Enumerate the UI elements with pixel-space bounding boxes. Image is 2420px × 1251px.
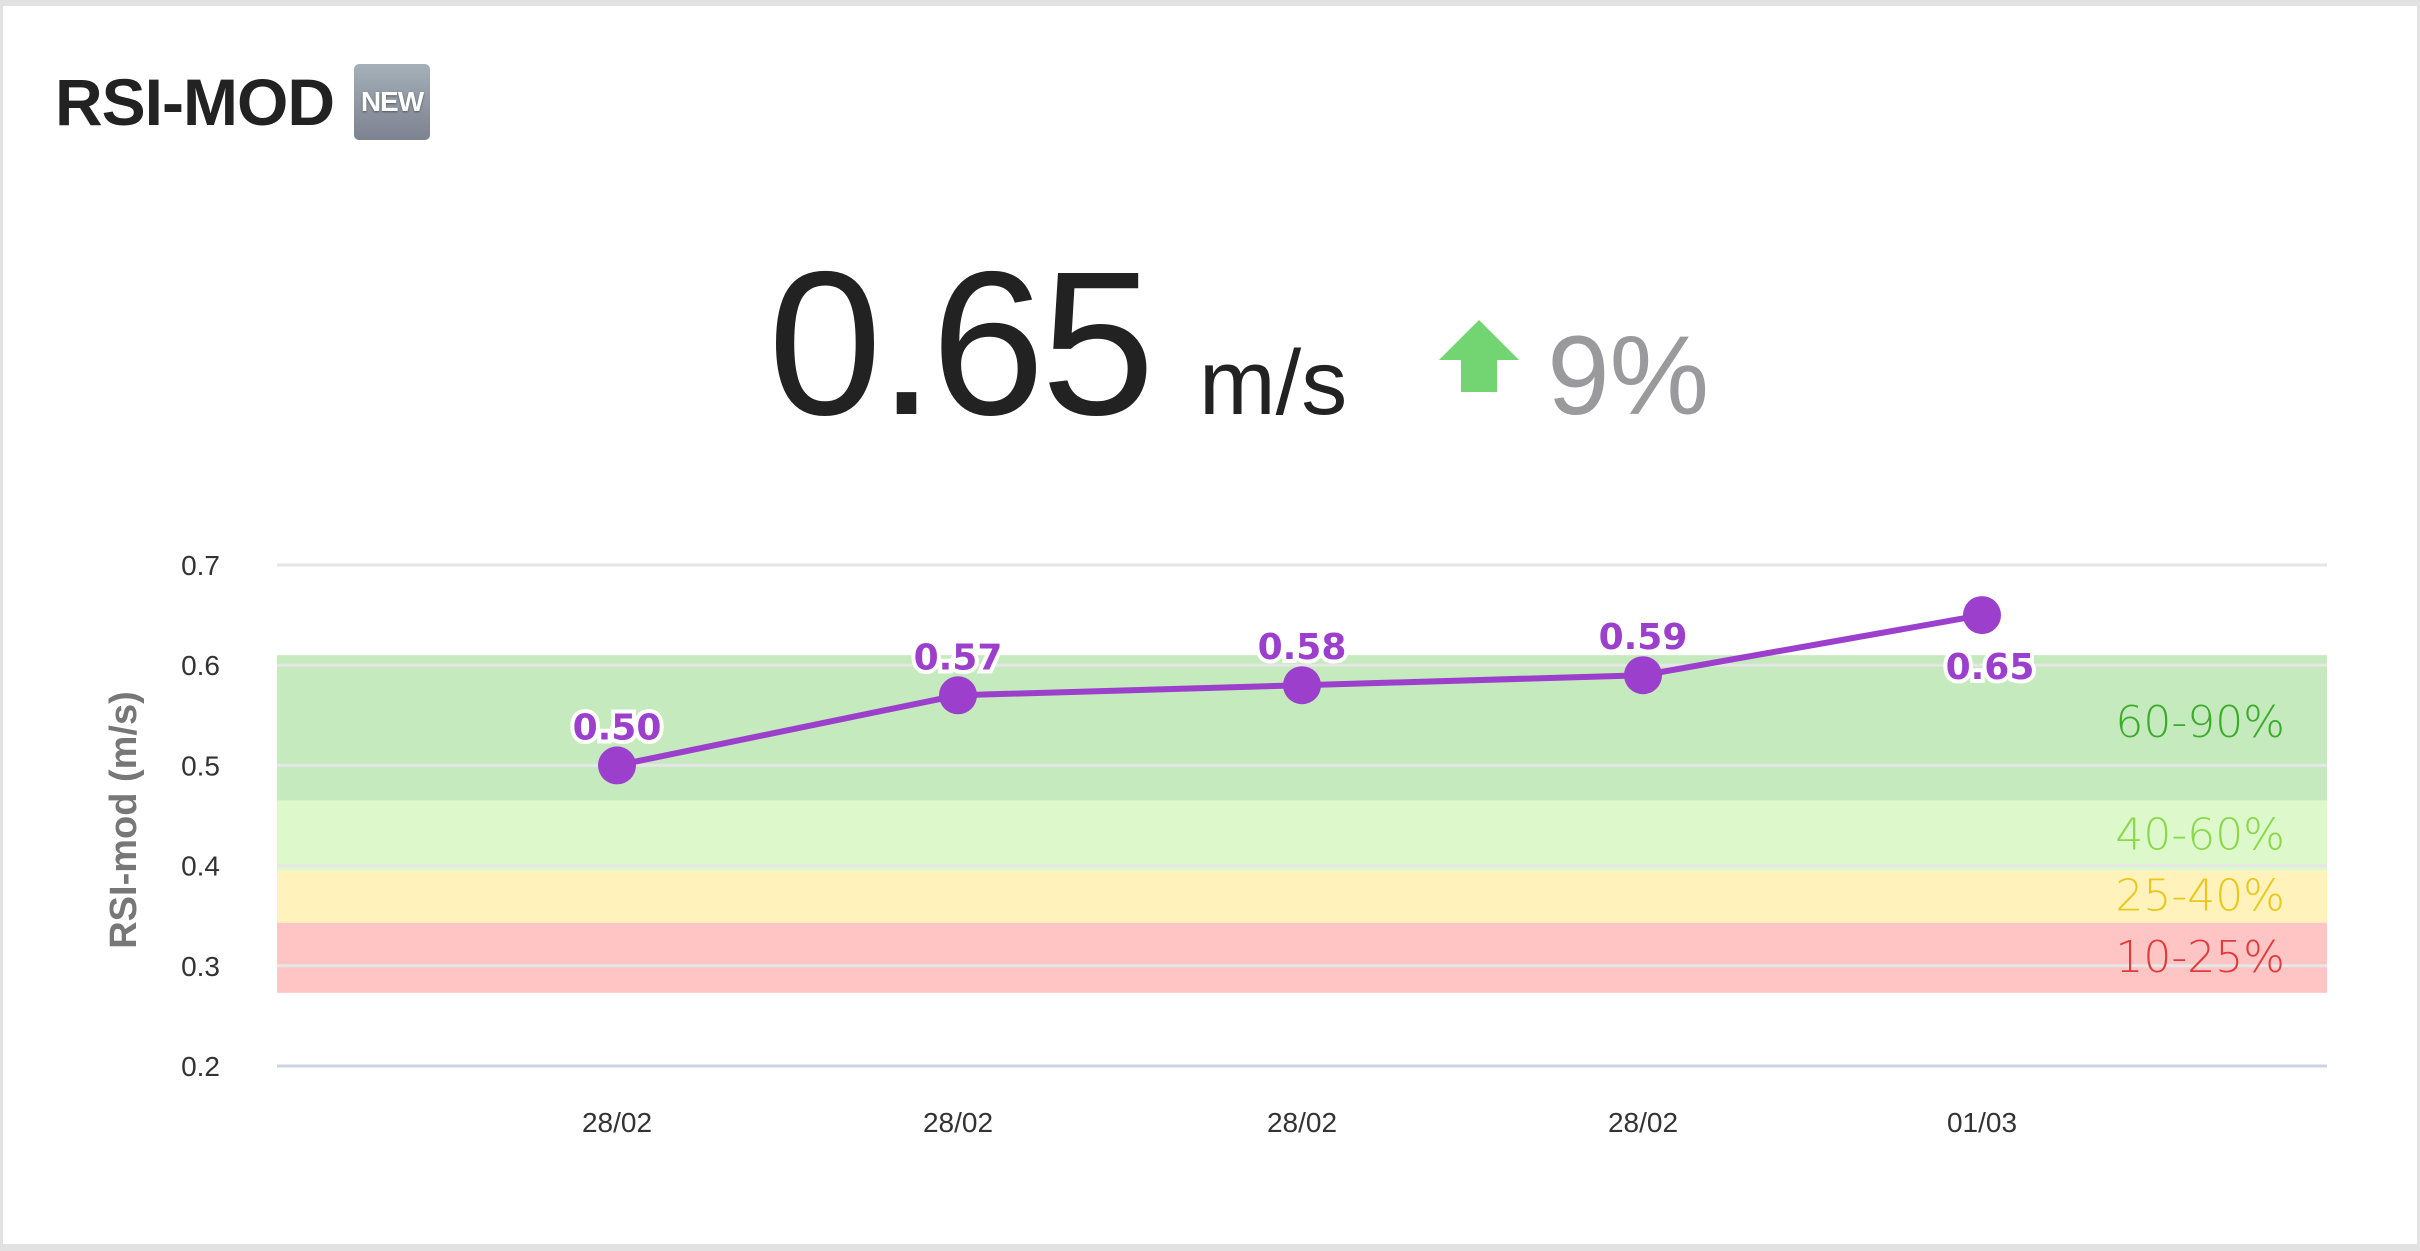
y-tick-label: 0.7 xyxy=(181,550,220,581)
data-label: 0.59 xyxy=(1599,617,1688,658)
band-40-60% xyxy=(277,800,2327,871)
data-point xyxy=(1283,666,1321,705)
y-tick-label: 0.2 xyxy=(181,1051,220,1082)
band-label: 25-40% xyxy=(2115,871,2285,922)
band-label: 10-25% xyxy=(2115,932,2285,983)
y-axis-label: RSI-mod (m/s) xyxy=(103,691,145,949)
band-label: 40-60% xyxy=(2115,810,2285,861)
x-tick-label: 28/02 xyxy=(1608,1107,1678,1138)
data-point xyxy=(1624,656,1662,695)
data-point xyxy=(939,676,977,715)
metric-unit: m/s xyxy=(1199,332,1348,434)
y-tick-label: 0.6 xyxy=(181,650,220,681)
data-label: 0.50 xyxy=(573,707,662,748)
x-tick-label: 28/02 xyxy=(582,1107,652,1138)
data-point xyxy=(598,746,636,785)
title-text: RSI-MOD xyxy=(55,65,335,139)
card-title: RSI-MOD NEW xyxy=(55,64,430,140)
band-10-25% xyxy=(277,922,2327,993)
arrow-up-icon xyxy=(1439,320,1520,392)
data-label: 0.57 xyxy=(914,637,1003,678)
band-25-40% xyxy=(277,870,2327,923)
rsi-mod-card: RSI-MOD NEW 0.65 m/s 9% xyxy=(3,6,2417,1244)
metric-value: 0.65 xyxy=(768,229,1155,458)
x-tick-label: 28/02 xyxy=(923,1107,993,1138)
band-label: 60-90% xyxy=(2115,697,2285,748)
x-tick-label: 28/02 xyxy=(1267,1107,1337,1138)
data-label: 0.58 xyxy=(1258,627,1347,668)
metric-summary: 0.65 m/s 9% xyxy=(768,226,1709,462)
new-badge-icon: NEW xyxy=(353,64,430,140)
data-point xyxy=(1963,596,2001,635)
x-tick-label: 01/03 xyxy=(1947,1107,2017,1138)
y-tick-label: 0.3 xyxy=(181,951,220,982)
y-tick-label: 0.4 xyxy=(181,851,220,882)
metric-change: 9% xyxy=(1547,313,1710,438)
data-label: 0.65 xyxy=(1946,647,2035,688)
y-tick-label: 0.5 xyxy=(181,750,220,781)
